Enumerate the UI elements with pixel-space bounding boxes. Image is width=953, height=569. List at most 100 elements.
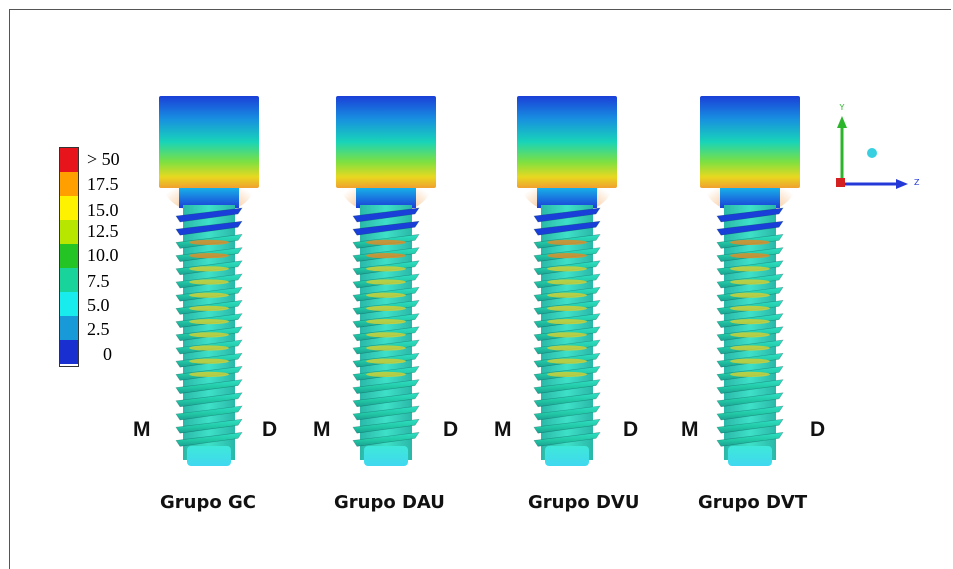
group-label-dau: Grupo DAU bbox=[334, 492, 445, 513]
thread-stress-band bbox=[189, 253, 229, 259]
figure-frame bbox=[9, 9, 951, 569]
thread-stress-band bbox=[547, 345, 587, 351]
x-axis-marker bbox=[836, 178, 845, 187]
thread-stress-band bbox=[547, 332, 587, 338]
screw-thread bbox=[352, 418, 420, 434]
thread-stress-band bbox=[730, 358, 770, 364]
screw-thread bbox=[352, 392, 420, 408]
thread-stress-band bbox=[547, 305, 587, 311]
group-label-dvu: Grupo DVU bbox=[528, 492, 640, 513]
screw-tip bbox=[187, 446, 231, 466]
mesial-label-dau: M bbox=[313, 418, 331, 441]
screw-thread bbox=[175, 392, 243, 408]
thread-stress-band bbox=[366, 319, 406, 325]
thread-stress-band bbox=[730, 279, 770, 285]
screw-thread bbox=[175, 220, 243, 236]
thread-stress-band bbox=[730, 305, 770, 311]
thread-stress-band bbox=[189, 371, 229, 377]
thread-stress-band bbox=[366, 358, 406, 364]
legend-swatch bbox=[60, 340, 78, 364]
y-axis-label: Y bbox=[839, 103, 845, 112]
screw-thread bbox=[533, 220, 601, 236]
thread-stress-band bbox=[730, 345, 770, 351]
screw-thread bbox=[175, 405, 243, 421]
screw-thread bbox=[533, 379, 601, 394]
thread-stress-band bbox=[366, 305, 406, 311]
thread-stress-band bbox=[730, 292, 770, 298]
screw-tip bbox=[364, 446, 408, 466]
screw-thread bbox=[352, 220, 420, 236]
legend-label: 15.0 bbox=[87, 200, 119, 220]
mesial-label-dvt: M bbox=[681, 418, 699, 441]
screw-neck bbox=[720, 188, 780, 208]
thread-stress-band bbox=[547, 371, 587, 377]
screw-thread bbox=[533, 418, 601, 434]
screw-thread bbox=[716, 418, 784, 434]
z-axis-arrowhead bbox=[896, 179, 908, 189]
distal-label-gc: D bbox=[262, 418, 278, 441]
screw-dvu bbox=[517, 96, 617, 466]
screw-thread bbox=[533, 432, 601, 447]
thread-stress-band bbox=[547, 253, 587, 259]
screw-dau bbox=[336, 96, 436, 466]
legend-swatch bbox=[60, 316, 78, 340]
legend-label: 0 bbox=[103, 344, 112, 364]
legend-label: > 50 bbox=[87, 149, 120, 169]
thread-stress-band bbox=[366, 253, 406, 259]
screw-thread bbox=[716, 405, 784, 421]
screw-thread bbox=[716, 432, 784, 447]
screw-thread bbox=[716, 392, 784, 408]
legend-swatch bbox=[60, 148, 78, 172]
screw-thread bbox=[175, 379, 243, 394]
legend-label: 17.5 bbox=[87, 174, 119, 194]
z-axis-label: Z bbox=[914, 178, 920, 187]
thread-stress-band bbox=[189, 305, 229, 311]
legend-label: 2.5 bbox=[87, 319, 110, 339]
distal-label-dvu: D bbox=[623, 418, 639, 441]
thread-stress-band bbox=[189, 358, 229, 364]
thread-stress-band bbox=[189, 279, 229, 285]
distal-label-dvt: D bbox=[810, 418, 826, 441]
screw-thread bbox=[175, 418, 243, 434]
legend-swatch bbox=[60, 292, 78, 316]
legend-swatch bbox=[60, 268, 78, 292]
thread-stress-band bbox=[366, 332, 406, 338]
thread-stress-band bbox=[189, 345, 229, 351]
legend-swatch bbox=[60, 220, 78, 244]
thread-stress-band bbox=[547, 292, 587, 298]
screw-thread bbox=[716, 207, 784, 223]
thread-stress-band bbox=[366, 279, 406, 285]
screw-thread bbox=[352, 207, 420, 223]
thread-stress-band bbox=[730, 371, 770, 377]
thread-stress-band bbox=[547, 358, 587, 364]
thread-stress-band bbox=[730, 319, 770, 325]
legend-swatch bbox=[60, 172, 78, 196]
thread-stress-band bbox=[730, 253, 770, 259]
thread-stress-band bbox=[189, 239, 229, 245]
group-label-gc: Grupo GC bbox=[160, 492, 256, 513]
mesial-label-dvu: M bbox=[494, 418, 512, 441]
thread-stress-band bbox=[547, 239, 587, 245]
thread-stress-band bbox=[189, 319, 229, 325]
screw-dvt bbox=[700, 96, 800, 466]
screw-neck bbox=[537, 188, 597, 208]
legend-label: 7.5 bbox=[87, 271, 110, 291]
screw-tip bbox=[545, 446, 589, 466]
legend-label: 10.0 bbox=[87, 245, 119, 265]
thread-stress-band bbox=[547, 266, 587, 272]
screw-thread bbox=[352, 405, 420, 421]
screw-gc bbox=[159, 96, 259, 466]
thread-stress-band bbox=[366, 266, 406, 272]
legend-swatch bbox=[60, 244, 78, 268]
thread-stress-band bbox=[547, 279, 587, 285]
group-label-dvt: Grupo DVT bbox=[698, 492, 808, 513]
screw-thread bbox=[533, 405, 601, 421]
thread-stress-band bbox=[547, 319, 587, 325]
screw-thread bbox=[175, 207, 243, 223]
screw-thread bbox=[175, 432, 243, 447]
screw-thread bbox=[716, 220, 784, 236]
screw-thread bbox=[533, 392, 601, 408]
thread-stress-band bbox=[730, 266, 770, 272]
distal-label-dau: D bbox=[443, 418, 459, 441]
